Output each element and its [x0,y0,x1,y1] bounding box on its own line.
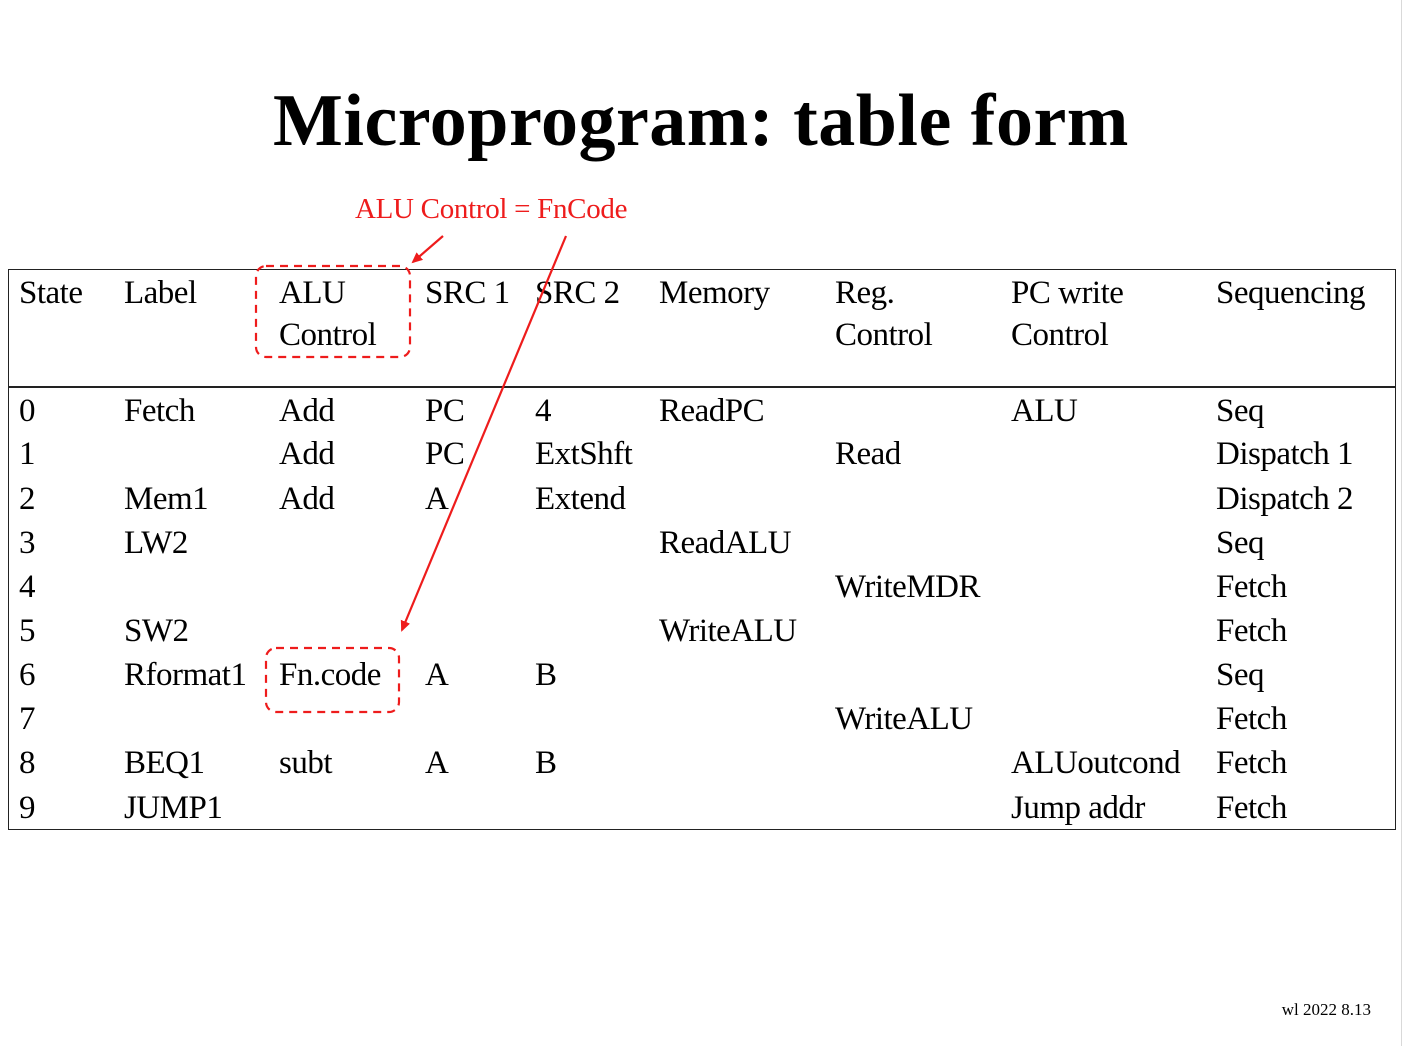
table-cell-state: 2 [19,481,36,517]
table-cell-alu-control: Add [279,436,335,472]
table-cell-label: Fetch [124,393,195,429]
table-cell-alu-control: Add [279,481,335,517]
table-cell-label: BEQ1 [124,745,205,781]
table-cell-sequencing: Fetch [1216,613,1287,649]
table-cell-pc-write-control: Jump addr [1011,790,1145,826]
column-header-src2: SRC 2 [535,275,620,311]
table-cell-reg-control: WriteMDR [835,569,980,605]
table-cell-src1: A [425,481,449,517]
table-cell-state: 6 [19,657,36,693]
table-cell-state: 0 [19,393,36,429]
column-header-label: Label [124,275,197,311]
slide-footer: wl 2022 8.13 [1281,1000,1371,1019]
table-cell-state: 8 [19,745,36,781]
table-cell-src2: 4 [535,393,552,429]
table-cell-src2: Extend [535,481,626,517]
table-cell-state: 4 [19,569,36,605]
slide-title: Microprogram: table form [273,80,1129,162]
column-header-reg-control: Control [835,317,933,353]
column-header-reg-control: Reg. [835,275,895,311]
column-header-src1: SRC 1 [425,275,510,311]
table-cell-sequencing: Dispatch 1 [1216,436,1354,472]
table-cell-sequencing: Dispatch 2 [1216,481,1354,517]
table-cell-state: 7 [19,701,36,737]
table-cell-sequencing: Seq [1216,393,1265,429]
table-cell-src1: A [425,657,449,693]
table-cell-sequencing: Seq [1216,657,1265,693]
table-cell-state: 5 [19,613,36,649]
table-cell-memory: ReadALU [659,525,792,561]
table-cell-src2: B [535,657,557,693]
table-cell-label: SW2 [124,613,189,649]
column-header-alu-control: Control [279,317,377,353]
table-cell-alu-control: Fn.code [279,657,381,693]
microprogram-table [8,269,1396,830]
header-divider [8,386,1396,388]
table-cell-label: Rformat1 [124,657,247,693]
table-cell-src1: A [425,745,449,781]
table-cell-memory: WriteALU [659,613,797,649]
table-cell-sequencing: Fetch [1216,790,1287,826]
table-cell-src1: PC [425,436,465,472]
column-header-alu-control: ALU [279,275,346,311]
table-cell-sequencing: Seq [1216,525,1265,561]
table-cell-alu-control: Add [279,393,335,429]
table-cell-sequencing: Fetch [1216,745,1287,781]
table-cell-pc-write-control: ALUoutcond [1011,745,1181,781]
column-header-pc-write-control: Control [1011,317,1109,353]
table-cell-state: 1 [19,436,36,472]
table-cell-state: 3 [19,525,36,561]
column-header-sequencing: Sequencing [1216,275,1365,311]
column-header-memory: Memory [659,275,770,311]
table-cell-src1: PC [425,393,465,429]
table-cell-src2: B [535,745,557,781]
table-cell-reg-control: Read [835,436,901,472]
table-cell-alu-control: subt [279,745,333,781]
table-cell-memory: ReadPC [659,393,765,429]
table-cell-pc-write-control: ALU [1011,393,1078,429]
column-header-state: State [19,275,83,311]
table-cell-sequencing: Fetch [1216,701,1287,737]
table-cell-label: LW2 [124,525,188,561]
table-cell-sequencing: Fetch [1216,569,1287,605]
table-cell-reg-control: WriteALU [835,701,973,737]
table-cell-label: Mem1 [124,481,209,517]
table-cell-label: JUMP1 [124,790,223,826]
column-header-pc-write-control: PC write [1011,275,1124,311]
table-cell-state: 9 [19,790,36,826]
annotation-arrow-to-header [411,235,444,264]
table-cell-src2: ExtShft [535,436,633,472]
annotation-label: ALU Control = FnCode [355,193,628,225]
